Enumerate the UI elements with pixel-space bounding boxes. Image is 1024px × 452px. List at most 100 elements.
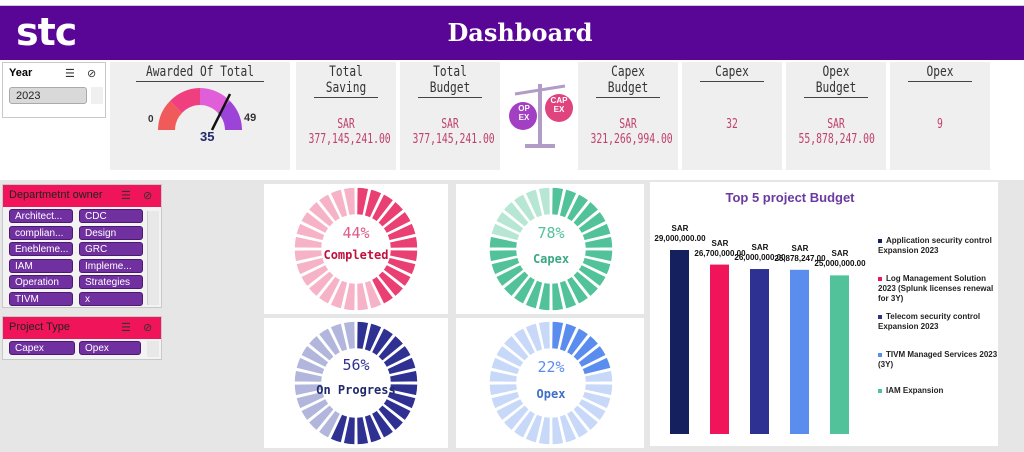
ring-segment-empty	[523, 412, 544, 445]
bar-value-currency: SAR	[791, 243, 809, 253]
project-type-capex[interactable]: Capex	[9, 341, 75, 355]
ring-segment-empty	[307, 334, 336, 363]
department-item[interactable]: Impleme...	[79, 258, 143, 273]
legend-label: IAM Expansion	[886, 386, 944, 395]
ring-segment-filled	[355, 415, 370, 446]
awarded-card: Awarded Of Total 0 49 35	[110, 62, 290, 170]
bar-value-currency: SAR	[751, 243, 769, 253]
bar[interactable]	[790, 269, 809, 434]
completed-percent: 44%	[342, 224, 370, 242]
ring-segment-empty	[316, 274, 342, 306]
ring-segment-filled	[550, 281, 565, 312]
bar-value-number: 26,700,000.00	[694, 248, 746, 258]
ring-segment-empty	[583, 382, 614, 397]
department-item[interactable]: TIVM	[9, 291, 73, 306]
year-item-2023[interactable]: 2023	[9, 87, 87, 104]
clear-filter-icon[interactable]: ⊘	[87, 68, 97, 80]
ring-segment-filled	[385, 390, 418, 411]
ring-segment-filled	[381, 263, 413, 289]
ring-segment-empty	[494, 343, 526, 369]
ring-segment-filled	[376, 403, 405, 432]
on-progress-percent: 56%	[342, 356, 370, 374]
ring-segment-filled	[580, 256, 613, 277]
bar-value-label: SAR 26,700,000.00	[688, 239, 752, 259]
bar-value-currency: SAR	[831, 249, 849, 259]
ring-segment-empty	[550, 415, 565, 446]
department-item[interactable]: CDC	[79, 209, 143, 223]
completed-label: Completed	[323, 248, 389, 262]
total-saving-card: Total Saving SAR 377,145,241.00	[296, 62, 396, 170]
ring-segment-empty	[299, 343, 331, 369]
capex-budget-title: Capex Budget	[596, 64, 660, 98]
ring-segment-empty	[355, 281, 370, 312]
opex-percent: 22%	[537, 358, 565, 376]
ring-segment-filled	[571, 334, 600, 363]
legend-swatch	[878, 352, 882, 357]
ring-segment-filled	[342, 415, 357, 446]
department-item[interactable]: complian...	[9, 225, 73, 240]
ring-segment-filled	[558, 278, 579, 311]
multi-select-icon[interactable]: ☰	[121, 190, 131, 202]
clear-filter-icon[interactable]: ⊘	[143, 322, 153, 334]
ring-segment-filled	[488, 235, 519, 250]
bar[interactable]	[750, 269, 769, 434]
capex-ring	[488, 186, 614, 312]
multi-select-icon[interactable]: ☰	[65, 68, 75, 80]
department-item[interactable]: x	[79, 291, 143, 306]
clear-filter-icon[interactable]: ⊘	[143, 190, 153, 202]
ring-segment-empty	[580, 390, 613, 411]
department-item[interactable]: Enebleme...	[9, 242, 73, 256]
opex-value: 9	[937, 117, 943, 132]
ring-segment-empty	[583, 369, 614, 384]
ring-segment-filled	[571, 269, 600, 298]
bar[interactable]	[670, 250, 689, 434]
legend-label: Telecom security control Expansion 2023	[878, 312, 981, 331]
total-saving-value: SAR 377,145,241.00	[308, 117, 391, 147]
total-budget-title: Total Budget	[418, 64, 482, 98]
bar[interactable]	[830, 275, 849, 434]
ring-segment-empty	[316, 408, 342, 440]
ring-segment-empty	[488, 382, 519, 397]
capex-value: 32	[726, 117, 738, 132]
department-item[interactable]: Operation	[9, 275, 73, 289]
project-type-scrollbar[interactable]	[147, 341, 159, 357]
department-item[interactable]: Design	[79, 225, 143, 240]
ring-segment-empty	[537, 186, 552, 217]
bar-chart	[670, 250, 849, 434]
ring-segment-empty	[502, 334, 531, 363]
total-saving-title: Total Saving	[314, 64, 378, 98]
multi-select-icon[interactable]: ☰	[121, 322, 131, 334]
year-slicer-scrollbar[interactable]	[91, 87, 103, 104]
department-item[interactable]: IAM	[9, 258, 73, 273]
department-item[interactable]: Strategies	[79, 275, 143, 289]
ring-segment-empty	[293, 369, 324, 384]
capex-budget-card: Capex Budget SAR 321,266,994.00	[578, 62, 678, 170]
project-type-slicer-title: Project Type	[9, 321, 70, 333]
ring-segment-empty	[342, 186, 357, 217]
department-item[interactable]: Architect...	[9, 209, 73, 223]
department-slicer: Departmetnt owner ☰ ⊘ Architect... CDC com…	[2, 184, 162, 308]
ring-segment-filled	[565, 274, 591, 306]
ring-segment-empty	[523, 187, 544, 220]
department-item[interactable]: GRC	[79, 242, 143, 256]
bar-value-number: 25,000,000.00	[814, 259, 866, 269]
ring-segment-filled	[328, 412, 349, 445]
year-slicer: Year ☰ ⊘ 2023	[2, 62, 106, 118]
ring-segment-empty	[511, 326, 537, 358]
ring-segment-empty	[363, 278, 384, 311]
ring-segment-filled	[571, 200, 600, 229]
ring-segment-filled	[523, 278, 544, 311]
bar[interactable]	[710, 264, 729, 434]
capex-title: Capex	[700, 64, 764, 82]
project-type-opex[interactable]: Opex	[79, 341, 141, 355]
department-slicer-header: Departmetnt owner	[3, 185, 161, 207]
ring-segment-empty	[328, 278, 349, 311]
total-budget-value: SAR 377,145,241.00	[412, 117, 495, 147]
legend-swatch	[878, 238, 882, 243]
legend-label: Log Management Solution 2023 (Splunk lic…	[878, 274, 994, 303]
department-slicer-scrollbar[interactable]	[147, 211, 159, 305]
legend-swatch	[878, 276, 882, 281]
ring-segment-filled	[376, 200, 405, 229]
opex-budget-value: SAR 55,878,247.00	[798, 117, 875, 147]
spreadsheet-gridline	[0, 0, 1024, 6]
